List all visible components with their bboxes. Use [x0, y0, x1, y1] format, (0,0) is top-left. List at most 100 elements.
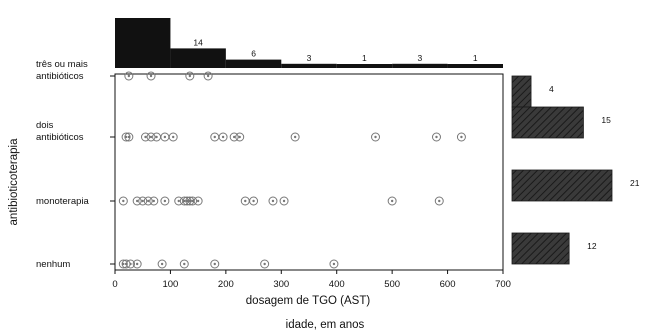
data-point-center	[191, 199, 194, 203]
data-point-center	[213, 135, 216, 139]
data-point	[188, 196, 198, 206]
data-point	[179, 259, 189, 269]
x-tick-label: 300	[273, 279, 289, 290]
y-category-label: nenhum	[36, 259, 70, 270]
data-point	[229, 132, 239, 142]
data-point-center	[122, 199, 125, 203]
data-point-center	[185, 199, 189, 203]
x-tick-label: 700	[495, 279, 511, 290]
data-point-center	[282, 199, 286, 203]
data-point-center	[188, 74, 192, 78]
plot-area	[114, 73, 504, 271]
data-point-center	[293, 135, 297, 139]
histogram-bar	[336, 64, 393, 68]
data-point	[235, 132, 245, 142]
x-axis-title-2: idade, em anos	[286, 319, 365, 331]
histogram-count-label: 14	[193, 37, 203, 47]
points-layer	[118, 71, 466, 269]
data-point	[168, 132, 178, 142]
data-point-center	[435, 135, 438, 139]
x-axis: 0 100 200 300 400 500 600 700	[112, 270, 511, 290]
y-category-label: antibióticos	[36, 71, 84, 82]
data-point	[124, 132, 134, 142]
data-point-center	[160, 262, 164, 266]
data-point	[456, 132, 466, 142]
data-point-center	[124, 135, 128, 139]
data-point	[371, 132, 381, 142]
data-point	[146, 71, 156, 81]
right-bar-count-label: 21	[630, 178, 640, 188]
right-bar-count-label: 15	[601, 115, 611, 125]
data-point	[249, 196, 259, 206]
data-point	[143, 196, 153, 206]
data-point	[431, 132, 441, 142]
data-point-center	[135, 262, 139, 266]
data-point-center	[127, 135, 131, 139]
data-point-center	[172, 135, 175, 139]
x-tick-label: 500	[384, 279, 400, 290]
data-point	[149, 196, 159, 206]
x-tick-label: 100	[162, 279, 178, 290]
data-point-center	[438, 199, 441, 203]
y-category-label: antibióticos	[36, 132, 84, 143]
data-point	[118, 259, 128, 269]
data-point-center	[390, 199, 394, 203]
x-tick-label: 200	[218, 279, 234, 290]
data-point-center	[271, 199, 275, 203]
data-point	[140, 132, 150, 142]
data-point-center	[183, 199, 186, 203]
histogram-count-label: 3	[417, 53, 422, 63]
histogram-bar	[225, 59, 282, 68]
right-bar-count-label: 12	[587, 241, 597, 251]
right-bar	[511, 232, 570, 265]
y-axis: três ou maisantibióticosdoisantibióticos…	[36, 59, 115, 270]
data-point	[132, 259, 142, 269]
data-point-center	[196, 199, 200, 203]
x-tick-label: 600	[440, 279, 456, 290]
data-point-center	[144, 135, 147, 139]
histogram-count-label: 1	[362, 53, 367, 63]
data-point-center	[183, 262, 186, 266]
histogram-bar	[447, 64, 503, 68]
histogram-bar	[281, 63, 337, 68]
y-category-label: monoterapia	[36, 196, 90, 207]
data-point-center	[263, 262, 266, 266]
data-point	[185, 71, 195, 81]
data-point-center	[147, 199, 150, 203]
plot-frame	[114, 73, 504, 271]
data-point-center	[332, 262, 336, 266]
data-point	[132, 196, 142, 206]
data-point-center	[152, 199, 155, 203]
data-point-center	[149, 135, 153, 139]
data-point-center	[460, 135, 463, 139]
histogram-count-label: 3	[307, 53, 312, 63]
y-category-label: dois	[36, 120, 54, 131]
top-histogram: 14 6 3 1 3 1	[115, 18, 503, 68]
data-point-center	[238, 135, 241, 139]
data-point-center	[213, 262, 216, 266]
right-bar-chart: 4 15 21 12	[511, 75, 640, 265]
data-point	[121, 132, 131, 142]
data-point	[182, 196, 192, 206]
y-category-label: três ou mais	[36, 59, 88, 70]
data-point	[268, 196, 278, 206]
data-point	[126, 259, 136, 269]
data-point	[160, 196, 170, 206]
data-point	[203, 71, 213, 81]
data-point	[329, 259, 339, 269]
right-bar	[511, 169, 613, 202]
data-point	[118, 196, 128, 206]
histogram-bar	[115, 18, 171, 68]
data-point-center	[252, 199, 255, 203]
data-point-center	[141, 199, 144, 203]
data-point-center	[163, 199, 167, 203]
histogram-count-label: 1	[473, 53, 478, 63]
data-point	[260, 259, 270, 269]
data-point-center	[129, 262, 132, 266]
x-tick-label: 400	[329, 279, 345, 290]
data-point	[210, 259, 220, 269]
data-point-center	[188, 199, 192, 203]
data-point-center	[155, 135, 158, 139]
data-point	[387, 196, 397, 206]
data-point	[138, 196, 148, 206]
